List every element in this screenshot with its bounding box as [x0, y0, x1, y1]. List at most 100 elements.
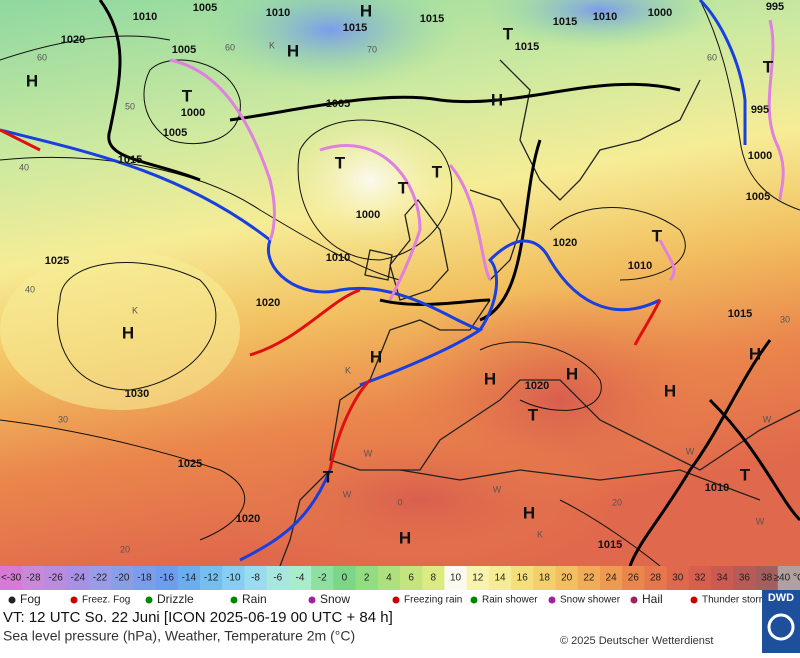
graticule-label: 20: [612, 497, 622, 507]
scale-cell: [555, 566, 579, 590]
scale-label: 10: [450, 573, 462, 584]
scale-cell: [0, 566, 23, 590]
high-pressure: H: [566, 364, 578, 383]
scale-cell: [133, 566, 157, 590]
scale-label: 4: [386, 573, 392, 584]
graticule-label: 30: [780, 314, 790, 324]
scale-label: -12: [204, 573, 219, 584]
scale-label: 34: [717, 573, 729, 584]
legend-label: Hail: [642, 592, 663, 606]
map-labels: 1010 1005 1010 1015 1015 1015 1015 1010 1000 995 1…: [19, 1, 790, 554]
scale-cell: [288, 566, 312, 590]
legend-icon: [8, 596, 16, 604]
graticule-label: 0: [397, 497, 402, 507]
legend-background: [0, 590, 800, 653]
legend-label: Thunder storm: [702, 595, 767, 606]
isobar-label: 1000: [748, 150, 772, 162]
high-pressure: H: [664, 381, 676, 400]
isobar-label: 1010: [266, 7, 290, 19]
temperature-scale: <-30 -28 -26 -24 -22 -20 -18 -16 -14 -12 -10 -8 -6 -4…: [0, 566, 800, 590]
legend-icon: [392, 596, 400, 604]
low-pressure: T: [323, 467, 334, 486]
scale-cell: [733, 566, 757, 590]
region-mark: K: [269, 40, 275, 50]
scale-cell: [577, 566, 601, 590]
fronts: [0, 0, 785, 562]
legend-label: Snow: [320, 592, 350, 606]
scale-label: -20: [115, 573, 130, 584]
legend-icon: [470, 596, 478, 604]
isobar-label: 1005: [163, 127, 187, 139]
scale-label: -8: [251, 573, 260, 584]
legend-icon: [630, 596, 638, 604]
scale-cell: [777, 566, 800, 590]
legend-icon: [145, 596, 153, 604]
isobar-label: 1015: [118, 154, 142, 166]
scale-cell: [311, 566, 334, 590]
region-mark: W: [364, 448, 373, 458]
scale-label: 24: [606, 573, 618, 584]
graticule-label: 60: [225, 42, 235, 52]
region-mark: W: [493, 484, 502, 494]
low-pressure: T: [740, 465, 751, 484]
scale-cell: [666, 566, 690, 590]
legend-icon: [70, 596, 78, 604]
isobar-label: 1010: [593, 11, 617, 23]
scale-label: 28: [650, 573, 662, 584]
isobar-label: 995: [751, 104, 769, 116]
map-background: [0, 0, 800, 580]
isobar-label: 1020: [525, 380, 549, 392]
valid-time: VT: 12 UTC So. 22 Juni [ICON 2025-06-19 …: [3, 609, 393, 626]
low-pressure: T: [398, 178, 409, 197]
isobar-label: 1000: [648, 7, 672, 19]
scale-cell: [644, 566, 668, 590]
weather-legend: Fog Freez. Fog Drizzle Rain Snow Freezing rai…: [8, 592, 767, 606]
high-pressure: H: [122, 323, 134, 342]
scale-label: -18: [137, 573, 152, 584]
scale-cell: [355, 566, 379, 590]
high-pressure: H: [287, 41, 299, 60]
scale-label: -2: [318, 573, 327, 584]
isobar-label: 1020: [236, 513, 260, 525]
scale-label: -6: [273, 573, 282, 584]
legend-icon: [690, 596, 698, 604]
scale-cell: [44, 566, 68, 590]
coastlines: [279, 59, 800, 567]
low-pressure: T: [652, 226, 663, 245]
legend-label: Freezing rain: [404, 595, 462, 606]
legend-label: Fog: [20, 592, 41, 606]
scale-cell: [266, 566, 290, 590]
scale-label: 22: [583, 573, 595, 584]
isobar-label: 1010: [628, 260, 652, 272]
isobar-label: 1015: [343, 22, 367, 34]
high-pressure: H: [370, 347, 382, 366]
scale-cell: [155, 566, 179, 590]
scale-label: <-30: [1, 573, 22, 584]
scale-label: 8: [431, 573, 437, 584]
scale-label: 18: [539, 573, 551, 584]
scale-label: 30: [672, 573, 684, 584]
scale-cell: [755, 566, 779, 590]
legend-label: Drizzle: [157, 592, 194, 606]
isobar-label: 1015: [553, 16, 577, 28]
scale-label: 26: [628, 573, 640, 584]
scale-label: 16: [517, 573, 529, 584]
scale-cell: [66, 566, 90, 590]
legend-label: Rain: [242, 592, 267, 606]
isobars: [0, 0, 800, 567]
region-mark: W: [686, 446, 695, 456]
isobar-label: 1005: [172, 44, 196, 56]
graticule-label: 40: [25, 284, 35, 294]
isobar-label: 1025: [178, 458, 202, 470]
scale-cell: [400, 566, 423, 590]
legend-label: Rain shower: [482, 595, 538, 606]
isobar-label: 1005: [193, 2, 217, 14]
low-pressure: T: [432, 162, 443, 181]
isobar-label: 1000: [181, 107, 205, 119]
scale-cell: [533, 566, 557, 590]
high-pressure: H: [360, 1, 372, 20]
scale-cell: [111, 566, 134, 590]
scale-label: 36: [739, 573, 751, 584]
